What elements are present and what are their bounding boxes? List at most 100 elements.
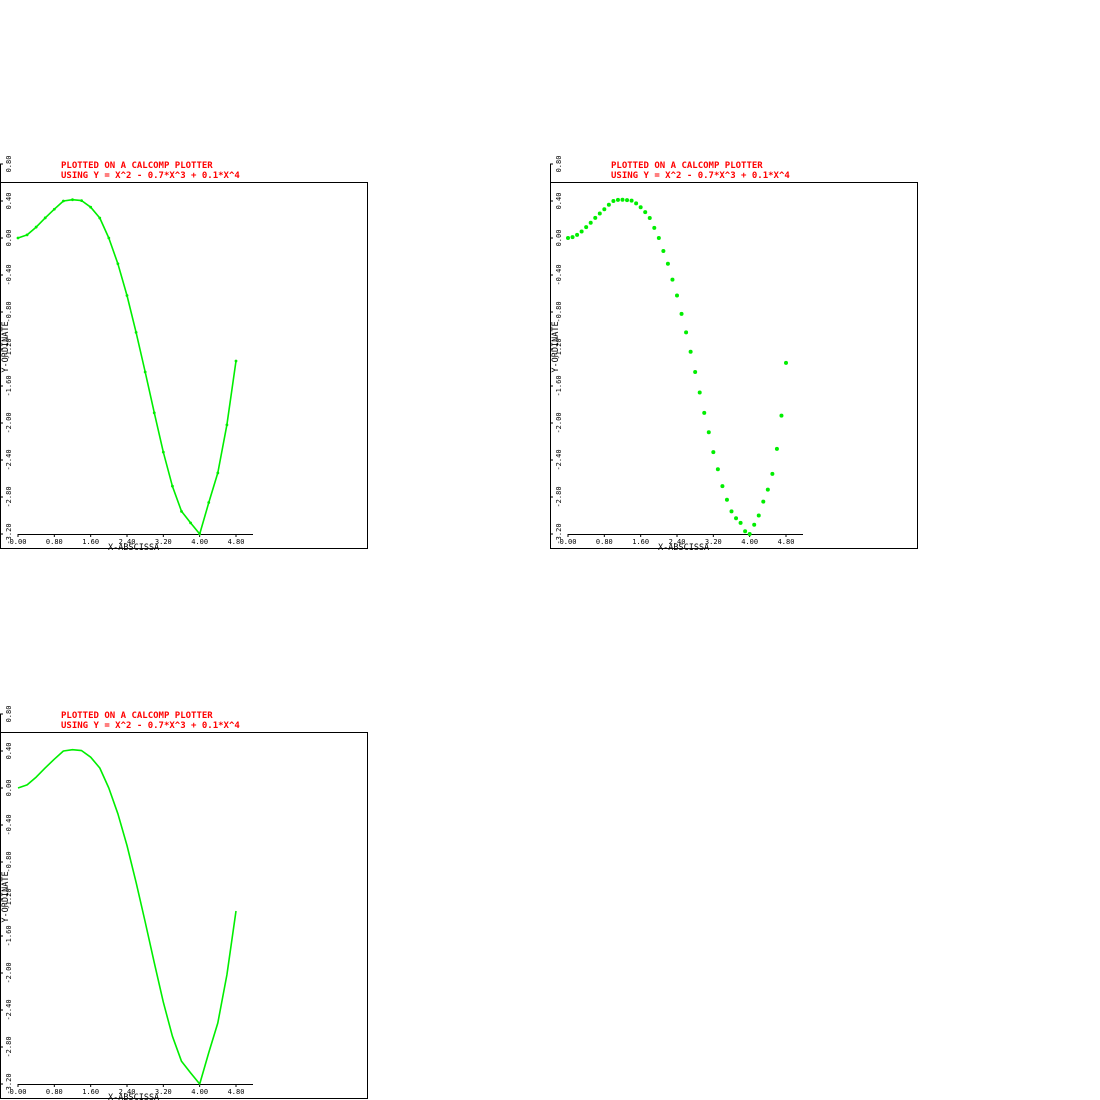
data-point bbox=[756, 513, 761, 518]
data-point bbox=[706, 430, 711, 435]
y-tick-label: -0.40 bbox=[555, 264, 563, 285]
data-point bbox=[588, 220, 593, 225]
data-point bbox=[693, 370, 698, 375]
x-tick-label: 0.80 bbox=[46, 1088, 63, 1096]
series-line bbox=[17, 198, 237, 535]
y-tick-label: 0.00 bbox=[555, 230, 563, 247]
data-point bbox=[16, 236, 20, 240]
y-tick-label: -0.40 bbox=[5, 264, 13, 285]
x-tick-label: 0.00 bbox=[10, 1088, 27, 1096]
data-point bbox=[715, 467, 720, 472]
data-point bbox=[675, 293, 679, 298]
x-tick-label: 0.80 bbox=[596, 538, 613, 546]
data-point bbox=[720, 484, 725, 489]
data-point bbox=[647, 216, 652, 221]
y-tick-label: -1.60 bbox=[5, 375, 13, 396]
data-point bbox=[743, 529, 748, 534]
x-tick-label: 2.40 bbox=[669, 538, 686, 546]
data-point bbox=[52, 207, 56, 211]
data-point bbox=[738, 520, 743, 525]
data-point bbox=[171, 484, 174, 488]
x-tick-label: 4.80 bbox=[228, 1088, 245, 1096]
data-point bbox=[652, 225, 657, 230]
data-point bbox=[143, 370, 147, 374]
data-point bbox=[80, 199, 83, 203]
data-point bbox=[570, 235, 575, 240]
data-point bbox=[747, 532, 752, 536]
data-point bbox=[702, 410, 707, 415]
y-axis-label: Y-ORDINATE bbox=[551, 321, 561, 372]
data-point bbox=[770, 471, 775, 476]
x-tick-label: 4.80 bbox=[778, 538, 795, 546]
y-tick-label: -1.60 bbox=[5, 925, 13, 946]
data-point bbox=[152, 411, 156, 415]
data-point bbox=[629, 198, 634, 203]
data-point bbox=[611, 199, 616, 203]
data-point bbox=[579, 229, 584, 234]
x-tick-label: 0.80 bbox=[46, 538, 63, 546]
chart-title: PLOTTED ON A CALCOMP PLOTTER bbox=[611, 161, 763, 171]
y-tick-label: 0.00 bbox=[5, 780, 13, 797]
y-tick-label: -3.20 bbox=[555, 523, 563, 544]
data-point bbox=[634, 201, 639, 206]
data-point bbox=[734, 516, 739, 521]
x-tick-label: 1.60 bbox=[82, 1088, 99, 1096]
data-point bbox=[98, 216, 102, 220]
data-point bbox=[43, 216, 47, 220]
data-point bbox=[774, 446, 779, 451]
y-tick-label: -0.40 bbox=[5, 814, 13, 835]
data-point bbox=[134, 330, 138, 334]
data-point bbox=[116, 262, 120, 266]
x-tick-label: 4.00 bbox=[191, 538, 208, 546]
data-point bbox=[779, 413, 784, 418]
y-tick-label: -2.00 bbox=[5, 412, 13, 433]
data-point bbox=[684, 330, 689, 335]
y-tick-label: -2.40 bbox=[555, 449, 563, 470]
data-point bbox=[688, 349, 693, 354]
y-tick-label: -2.40 bbox=[5, 449, 13, 470]
y-tick-label: -0.80 bbox=[5, 851, 13, 872]
data-point bbox=[25, 233, 29, 237]
plot-frame bbox=[0, 732, 368, 1099]
data-point bbox=[107, 236, 111, 240]
y-axis-label: Y-ORDINATE bbox=[1, 321, 11, 372]
data-point bbox=[752, 522, 757, 527]
x-tick-label: 4.80 bbox=[228, 538, 245, 546]
x-axis-label: X-ABSCISSA bbox=[658, 543, 709, 553]
data-point bbox=[575, 232, 580, 237]
x-axis-label: X-ABSCISSA bbox=[108, 1093, 159, 1100]
x-tick-label: 2.40 bbox=[119, 538, 136, 546]
y-tick-label: -2.40 bbox=[5, 999, 13, 1020]
y-tick-label: 0.40 bbox=[5, 193, 13, 210]
x-axis-label: X-ABSCISSA bbox=[108, 543, 159, 553]
data-point bbox=[602, 207, 607, 212]
y-tick-label: -3.20 bbox=[5, 523, 13, 544]
data-point bbox=[125, 294, 129, 297]
data-point bbox=[189, 521, 192, 525]
data-point bbox=[620, 197, 625, 202]
y-tick-label: 0.80 bbox=[555, 156, 563, 173]
y-tick-label: -1.20 bbox=[5, 338, 13, 359]
data-point bbox=[216, 471, 220, 475]
x-tick-label: 3.20 bbox=[155, 538, 172, 546]
y-axis-label: Y-ORDINATE bbox=[1, 871, 11, 922]
data-point bbox=[643, 210, 648, 215]
data-point bbox=[593, 215, 598, 220]
data-point bbox=[198, 532, 202, 536]
data-point bbox=[697, 390, 702, 395]
data-point bbox=[625, 198, 630, 203]
x-tick-label: 4.00 bbox=[191, 1088, 208, 1096]
data-point bbox=[161, 450, 165, 454]
chart-subtitle: USING Y = X^2 - 0.7*X^3 + 0.1*X^4 bbox=[61, 171, 240, 181]
y-tick-label: -2.80 bbox=[5, 1036, 13, 1057]
y-tick-label: -3.20 bbox=[5, 1073, 13, 1094]
data-point bbox=[784, 360, 788, 365]
chart-title: PLOTTED ON A CALCOMP PLOTTER bbox=[61, 161, 213, 171]
plot-frame bbox=[0, 182, 368, 549]
data-point bbox=[724, 497, 729, 502]
chart-title: PLOTTED ON A CALCOMP PLOTTER bbox=[61, 711, 213, 721]
